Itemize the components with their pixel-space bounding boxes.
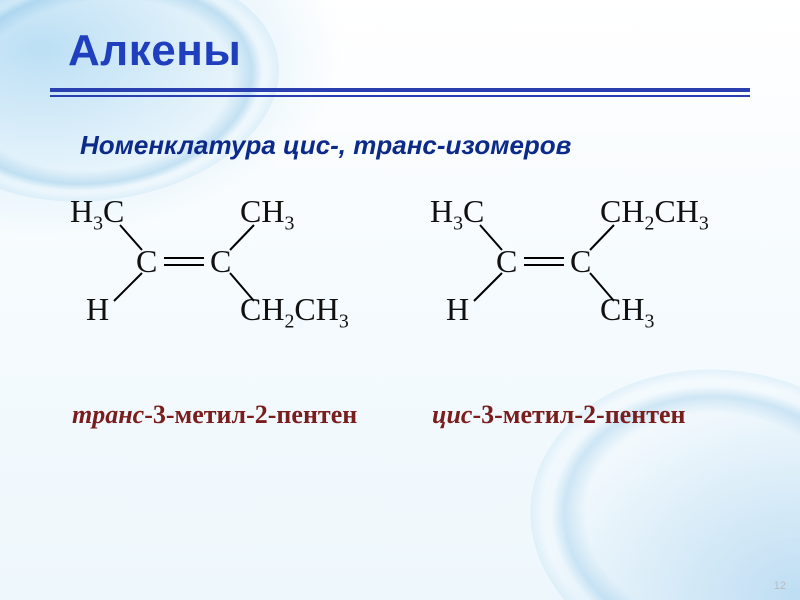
caption-rest: -3-метил-2-пентен (472, 400, 685, 429)
double-bond-icon (164, 257, 204, 266)
group-top-right: CH3 (240, 195, 294, 234)
page-number: 12 (774, 580, 786, 592)
group-bottom-right: CH2CH3 (240, 293, 349, 332)
molecule-trans: H3C CH3 C C H CH2CH3 (70, 195, 410, 355)
double-bond-icon (524, 257, 564, 266)
group-top-right: CH2CH3 (600, 195, 709, 234)
carbon-right: C (210, 245, 231, 277)
carbon-left: C (496, 245, 517, 277)
slide: Алкены Номенклатура цис-, транс-изомеров… (0, 0, 800, 600)
molecule-cis: H3C CH2CH3 C C H CH3 (430, 195, 770, 355)
caption-prefix: транс (72, 400, 144, 429)
underline-thin (50, 95, 750, 97)
caption-prefix: цис (432, 400, 472, 429)
title-underline (50, 88, 750, 97)
carbon-right: C (570, 245, 591, 277)
caption-rest: -3-метил-2-пентен (144, 400, 357, 429)
caption-cis: цис-3-метил-2-пентен (432, 400, 685, 430)
caption-trans: транс-3-метил-2-пентен (72, 400, 357, 430)
group-top-left: H3C (430, 195, 484, 234)
slide-title: Алкены (68, 26, 241, 76)
underline-thick (50, 88, 750, 92)
group-bottom-left: H (446, 293, 469, 325)
group-top-left: H3C (70, 195, 124, 234)
group-bottom-left: H (86, 293, 109, 325)
carbon-left: C (136, 245, 157, 277)
group-bottom-right: CH3 (600, 293, 654, 332)
slide-subtitle: Номенклатура цис-, транс-изомеров (80, 130, 571, 161)
